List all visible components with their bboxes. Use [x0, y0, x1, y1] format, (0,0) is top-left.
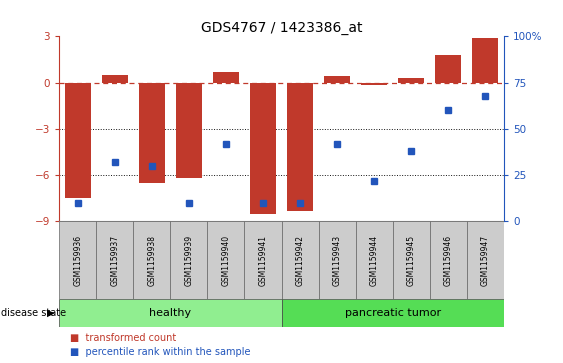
Text: GSM1159940: GSM1159940: [221, 235, 230, 286]
FancyBboxPatch shape: [96, 221, 133, 299]
Bar: [398, 78, 424, 82]
Bar: [472, 38, 498, 82]
FancyBboxPatch shape: [282, 299, 504, 327]
Text: healthy: healthy: [149, 308, 191, 318]
Text: GSM1159942: GSM1159942: [296, 235, 305, 286]
Text: ■  transformed count: ■ transformed count: [70, 333, 177, 343]
Text: GSM1159939: GSM1159939: [184, 235, 193, 286]
FancyBboxPatch shape: [356, 221, 393, 299]
FancyBboxPatch shape: [207, 221, 244, 299]
Bar: [102, 75, 128, 82]
Bar: [176, 82, 202, 178]
FancyBboxPatch shape: [244, 221, 282, 299]
Text: GSM1159945: GSM1159945: [406, 235, 415, 286]
FancyBboxPatch shape: [282, 221, 319, 299]
Text: disease state: disease state: [1, 308, 66, 318]
Bar: [139, 82, 165, 183]
FancyBboxPatch shape: [393, 221, 430, 299]
Bar: [213, 72, 239, 82]
FancyBboxPatch shape: [133, 221, 171, 299]
Bar: [324, 76, 350, 82]
FancyBboxPatch shape: [430, 221, 467, 299]
Bar: [65, 82, 91, 198]
Bar: [287, 82, 313, 211]
Text: GSM1159946: GSM1159946: [444, 235, 453, 286]
Bar: [435, 55, 461, 82]
FancyBboxPatch shape: [59, 299, 282, 327]
Text: pancreatic tumor: pancreatic tumor: [345, 308, 441, 318]
Text: GSM1159937: GSM1159937: [110, 235, 119, 286]
Title: GDS4767 / 1423386_at: GDS4767 / 1423386_at: [201, 21, 362, 35]
Bar: [361, 82, 387, 85]
Text: ▶: ▶: [47, 308, 55, 318]
Text: GSM1159944: GSM1159944: [370, 235, 379, 286]
Text: GSM1159947: GSM1159947: [481, 235, 490, 286]
FancyBboxPatch shape: [467, 221, 504, 299]
Text: GSM1159938: GSM1159938: [148, 235, 157, 286]
FancyBboxPatch shape: [319, 221, 356, 299]
Bar: [250, 82, 276, 214]
FancyBboxPatch shape: [171, 221, 207, 299]
Text: GSM1159943: GSM1159943: [333, 235, 342, 286]
Text: GSM1159941: GSM1159941: [258, 235, 267, 286]
FancyBboxPatch shape: [59, 221, 96, 299]
Text: ■  percentile rank within the sample: ■ percentile rank within the sample: [70, 347, 251, 357]
Text: GSM1159936: GSM1159936: [73, 235, 82, 286]
